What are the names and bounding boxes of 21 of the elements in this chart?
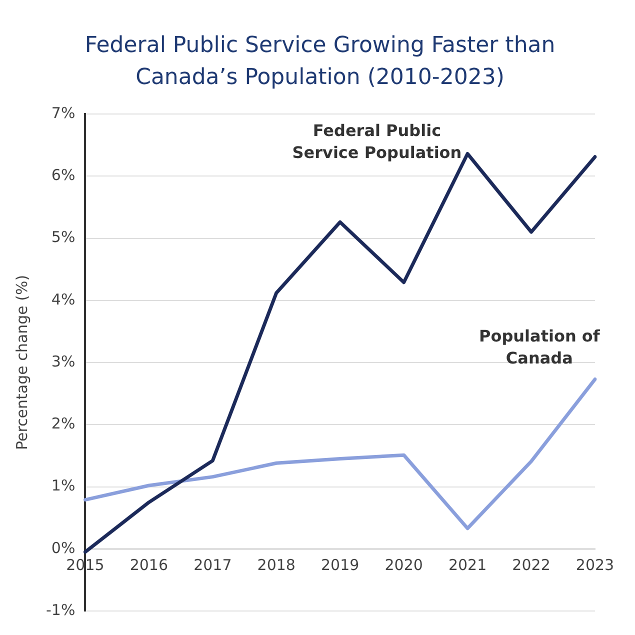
x-tick-label: 2023	[576, 556, 614, 574]
y-tick-label: -1%	[46, 600, 76, 619]
y-tick-label: 7%	[51, 104, 76, 122]
x-tick-label: 2022	[512, 556, 550, 574]
y-axis-title: Percentage change (%)	[12, 274, 31, 450]
y-tick-label: 2%	[51, 414, 76, 433]
y-tick-label: 6%	[51, 166, 76, 184]
x-tick-label: 2020	[384, 556, 423, 574]
x-tick-label: 2016	[130, 556, 168, 574]
y-tick-label: 5%	[51, 228, 76, 246]
y-tick-label: 4%	[51, 290, 76, 308]
x-tick-label: 2017	[194, 556, 232, 574]
y-tick-label: 1%	[51, 476, 76, 495]
y-tick-label: 3%	[51, 352, 76, 370]
series-label: Population of Canada	[478, 326, 601, 368]
chart-title: Federal Public Service Growing Faster than Canada’s Population (2010-2023)	[84, 32, 556, 92]
x-tick-label: 2018	[257, 556, 296, 574]
y-tick-label: 0%	[51, 538, 76, 557]
x-tick-label: 2021	[448, 556, 487, 574]
series-label: Federal Public Service Population	[292, 120, 462, 162]
x-tick-label: 2019	[321, 556, 360, 574]
